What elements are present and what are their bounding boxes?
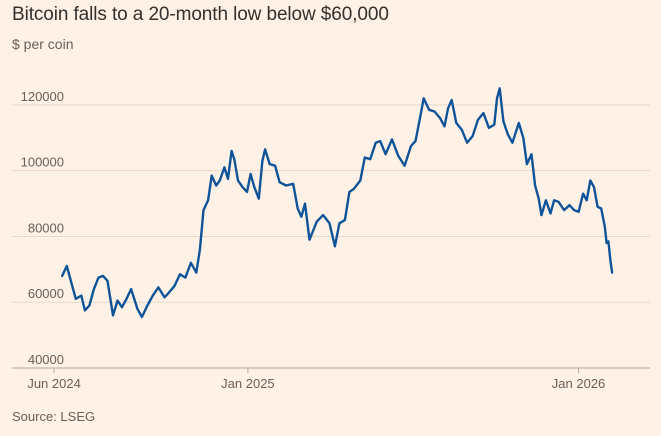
chart-title: Bitcoin falls to a 20-month low below $6…: [12, 4, 389, 25]
x-axis-ticks: Jun 2024 Jan 2025 Jan 2026: [27, 368, 605, 391]
x-tick-label: Jan 2025: [221, 376, 275, 391]
y-axis-ticks: 40000 60000 80000 100000 120000: [21, 89, 64, 367]
y-tick-label: 40000: [28, 352, 64, 367]
data-points: 2024-06-10: 680002024-06-15: 710002024-0…: [61, 87, 613, 318]
y-tick-label: 100000: [21, 155, 64, 170]
source-note: Source: LSEG: [12, 409, 96, 424]
y-tick-label: 60000: [28, 286, 64, 301]
bitcoin-price-line[interactable]: [61, 87, 614, 319]
y-tick-label: 120000: [21, 89, 64, 104]
y-axis-unit-label: $ per coin: [12, 36, 74, 52]
x-tick-label: Jun 2024: [27, 376, 81, 391]
y-tick-label: 80000: [28, 220, 64, 235]
x-tick-label: Jan 2026: [552, 376, 606, 391]
